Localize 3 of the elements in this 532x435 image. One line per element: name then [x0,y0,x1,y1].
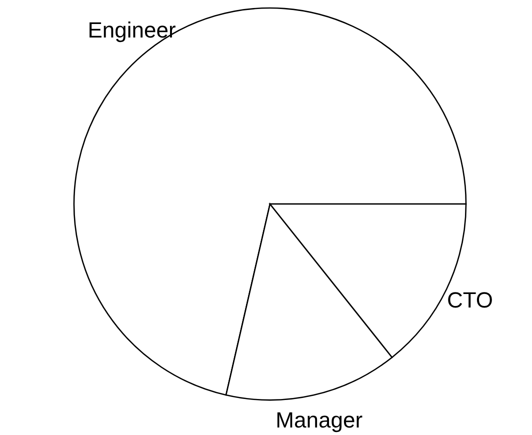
slice-label: Manager [276,408,363,432]
slice-label: CTO [446,287,493,312]
slice-label: Engineer [88,17,176,42]
